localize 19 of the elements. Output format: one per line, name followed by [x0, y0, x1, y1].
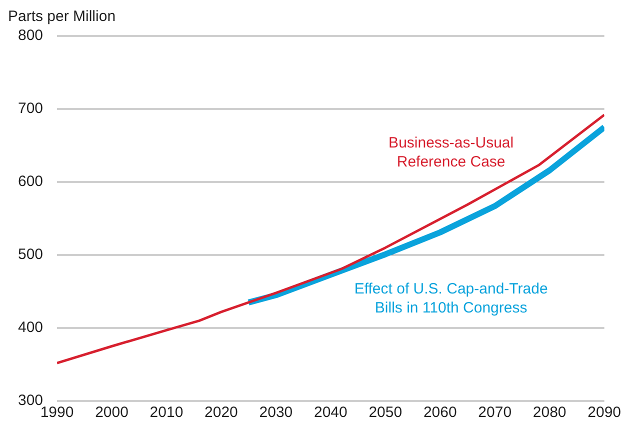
x-tick-label: 2010	[150, 404, 184, 422]
x-tick-label: 2040	[314, 404, 348, 422]
series-label: Business-as-Usual Reference Case	[388, 134, 514, 170]
x-tick-label: 2020	[204, 404, 238, 422]
x-tick-label: 2050	[368, 404, 402, 422]
y-tick-label: 600	[18, 173, 44, 190]
y-tick-label: 500	[18, 246, 44, 264]
y-tick-label: 800	[18, 27, 44, 44]
x-tick-label: 2080	[532, 404, 566, 422]
y-tick-label: 400	[18, 319, 44, 336]
x-tick-label: 2060	[423, 404, 457, 422]
x-tick-label: 2070	[478, 404, 512, 422]
x-tick-label: 1990	[40, 404, 74, 422]
x-tick-label: 2000	[95, 404, 128, 422]
x-tick-label: 2090	[588, 404, 622, 422]
series-label: Effect of U.S. Cap-and-Trade Bills in 110th Congress	[354, 280, 548, 316]
y-axis-title: Parts per Million	[8, 8, 116, 25]
y-tick-label: 700	[18, 100, 44, 118]
x-tick-label: 2030	[259, 404, 293, 422]
